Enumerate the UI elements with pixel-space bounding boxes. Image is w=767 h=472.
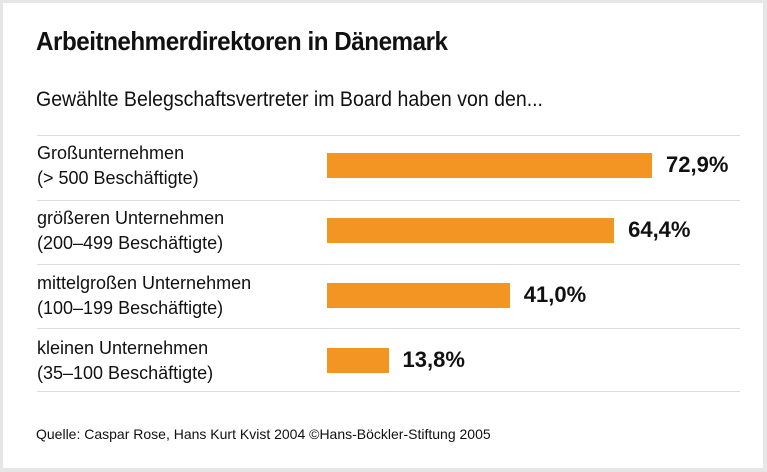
row-divider	[37, 328, 740, 329]
category-label: Großunternehmen (> 500 Beschäftigte)	[37, 141, 199, 191]
bar	[327, 283, 510, 308]
bar	[327, 153, 652, 178]
category-label-line2: (> 500 Beschäftigte)	[37, 168, 199, 188]
data-label: 41,0%	[523, 282, 587, 307]
data-label: 72,9%	[666, 152, 729, 177]
bar	[327, 218, 615, 243]
row-divider	[37, 264, 740, 265]
row-divider	[37, 135, 740, 136]
data-label: 13,8%	[402, 347, 465, 372]
chart-title: Arbeitnehmerdirektoren in Dänemark	[36, 26, 448, 56]
data-label: 64,4%	[628, 217, 691, 242]
category-label: kleinen Unternehmen (35–100 Beschäftigte)	[37, 336, 213, 386]
source-note: Quelle: Caspar Rose, Hans Kurt Kvist 200…	[36, 426, 491, 442]
row-divider	[37, 200, 740, 201]
category-label: mittelgroßen Unternehmen (100–199 Beschäf…	[37, 271, 251, 321]
category-label-line1: größeren Unternehmen	[37, 208, 225, 228]
row-divider	[37, 391, 740, 392]
category-label: größeren Unternehmen (200–499 Beschäftigt…	[37, 206, 224, 256]
category-label-line1: mittelgroßen Unternehmen	[37, 273, 252, 293]
bar	[327, 348, 389, 373]
category-label-line2: (100–199 Beschäftigte)	[37, 298, 224, 318]
category-label-line1: kleinen Unternehmen	[37, 338, 209, 358]
chart-subtitle: Gewählte Belegschaftsvertreter im Board …	[36, 88, 543, 111]
category-label-line1: Großunternehmen	[37, 143, 185, 163]
category-label-line2: (35–100 Beschäftigte)	[37, 363, 214, 383]
category-label-line2: (200–499 Beschäftigte)	[37, 233, 224, 253]
